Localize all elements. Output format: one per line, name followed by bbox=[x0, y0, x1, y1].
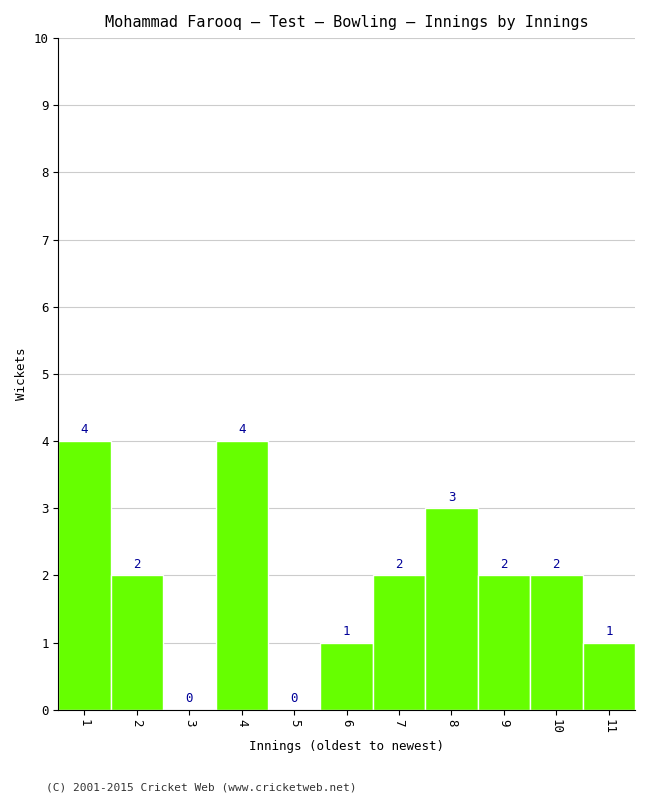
Text: 1: 1 bbox=[343, 625, 350, 638]
Text: 0: 0 bbox=[291, 692, 298, 705]
Bar bbox=[373, 575, 425, 710]
Bar bbox=[478, 575, 530, 710]
Text: 2: 2 bbox=[133, 558, 140, 570]
Bar bbox=[216, 441, 268, 710]
Bar bbox=[530, 575, 582, 710]
Text: 2: 2 bbox=[500, 558, 508, 570]
Text: 3: 3 bbox=[448, 490, 455, 503]
Text: 1: 1 bbox=[605, 625, 612, 638]
Bar bbox=[111, 575, 163, 710]
Text: 2: 2 bbox=[552, 558, 560, 570]
Bar bbox=[425, 508, 478, 710]
Bar bbox=[320, 642, 373, 710]
Text: (C) 2001-2015 Cricket Web (www.cricketweb.net): (C) 2001-2015 Cricket Web (www.cricketwe… bbox=[46, 782, 356, 792]
Y-axis label: Wickets: Wickets bbox=[15, 348, 28, 400]
Text: 2: 2 bbox=[395, 558, 403, 570]
Text: 4: 4 bbox=[81, 423, 88, 436]
Bar bbox=[582, 642, 635, 710]
Bar bbox=[58, 441, 110, 710]
Title: Mohammad Farooq – Test – Bowling – Innings by Innings: Mohammad Farooq – Test – Bowling – Innin… bbox=[105, 15, 588, 30]
Text: 0: 0 bbox=[186, 692, 193, 705]
X-axis label: Innings (oldest to newest): Innings (oldest to newest) bbox=[249, 740, 444, 753]
Text: 4: 4 bbox=[238, 423, 246, 436]
